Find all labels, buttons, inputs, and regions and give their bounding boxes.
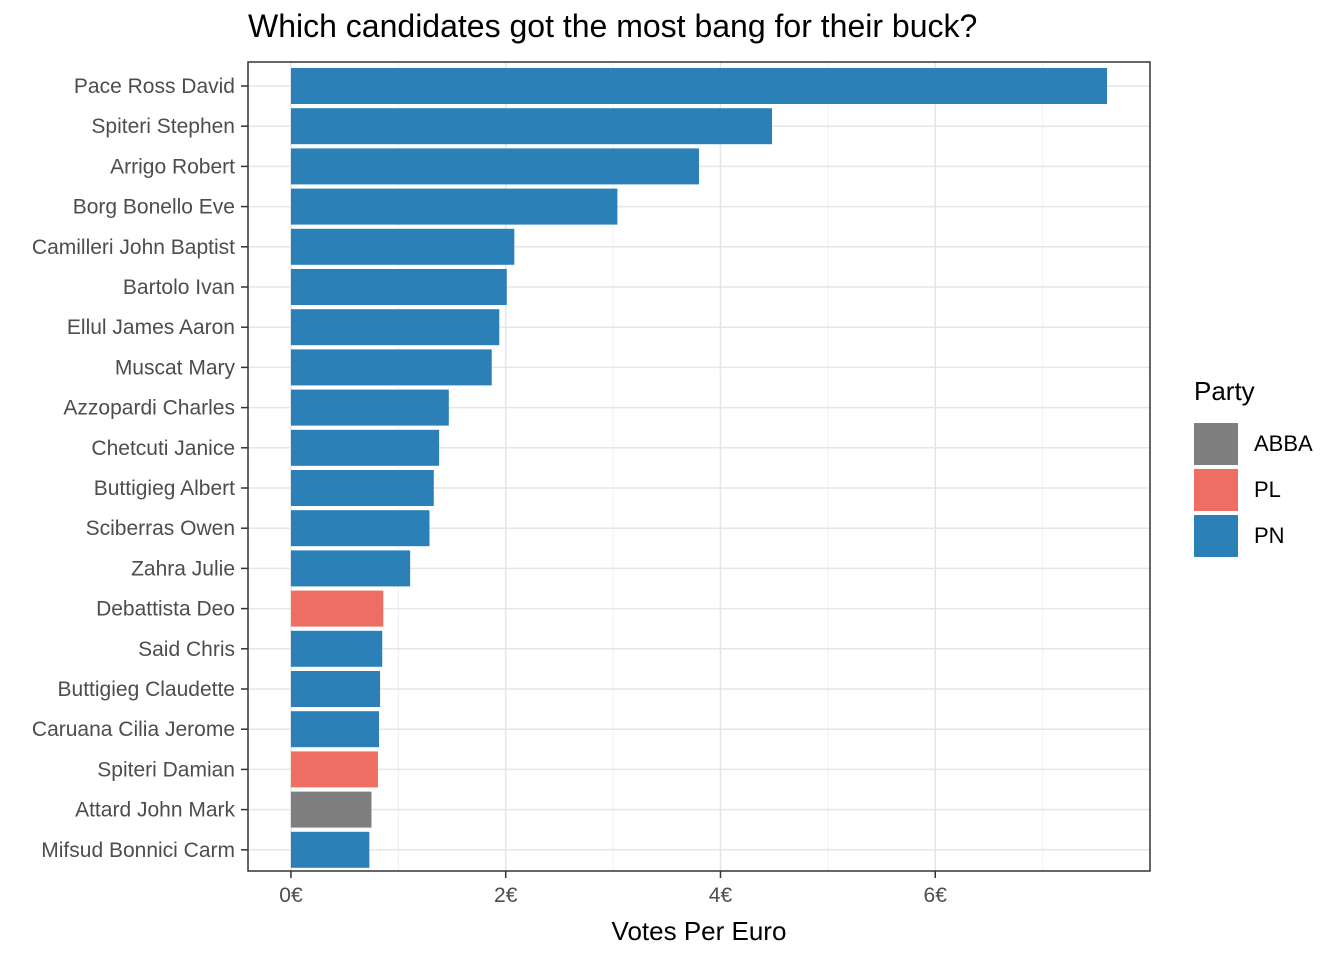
bar [290, 108, 773, 145]
bar [290, 550, 411, 587]
bar [290, 751, 378, 788]
bar-layer [290, 68, 1108, 868]
legend-swatch [1194, 515, 1238, 557]
y-tick-label: Sciberras Owen [86, 517, 235, 540]
bar [290, 148, 699, 185]
y-tick-label: Debattista Deo [96, 598, 235, 621]
y-tick-label: Zahra Julie [131, 557, 235, 580]
legend-label: PL [1254, 477, 1281, 502]
legend-items: ABBA PL PN [1194, 421, 1313, 559]
bar [290, 831, 370, 868]
bar [290, 349, 492, 386]
bar [290, 309, 500, 346]
y-tick-label: Bartolo Ivan [123, 276, 235, 299]
bar [290, 470, 434, 506]
bar [290, 671, 381, 707]
legend-label: PN [1254, 523, 1285, 548]
y-tick-label: Said Chris [138, 638, 235, 661]
y-tick-label: Azzopardi Charles [63, 397, 235, 420]
legend-item: ABBA [1194, 421, 1313, 467]
bar [290, 590, 384, 627]
bar [290, 389, 449, 426]
y-tick-label: Spiteri Damian [97, 758, 235, 781]
y-tick-label: Buttigieg Claudette [58, 678, 235, 701]
x-tick-label: 2€ [494, 884, 518, 907]
bar [290, 68, 1108, 104]
bar [290, 711, 380, 748]
y-tick-label: Muscat Mary [115, 356, 236, 379]
y-tick-label: Mifsud Bonnici Carm [41, 839, 235, 862]
x-axis: 0€ 2€ 4€ 6€ [279, 871, 947, 907]
x-axis-title: Votes Per Euro [612, 916, 787, 946]
bar [290, 429, 440, 466]
y-tick-label: Chetcuti Janice [91, 437, 235, 460]
legend-title: Party [1194, 376, 1255, 406]
y-tick-label: Borg Bonello Eve [73, 196, 235, 219]
bar [290, 510, 430, 547]
y-tick-label: Arrigo Robert [110, 155, 235, 178]
bar [290, 269, 507, 305]
y-tick-label: Spiteri Stephen [91, 115, 235, 138]
y-tick-label: Ellul James Aaron [67, 316, 235, 339]
x-tick-label: 0€ [279, 884, 303, 907]
x-tick-label: 6€ [924, 884, 948, 907]
bar [290, 791, 372, 828]
x-tick-label: 4€ [709, 884, 733, 907]
legend-item: PL [1194, 467, 1313, 513]
y-tick-label: Buttigieg Albert [94, 477, 235, 500]
legend-swatch [1194, 423, 1238, 465]
bar [290, 188, 618, 225]
y-axis: Pace Ross David Spiteri Stephen Arrigo Rob… [32, 75, 248, 862]
legend-swatch [1194, 469, 1238, 511]
y-tick-label: Attard John Mark [75, 799, 235, 822]
bar [290, 630, 383, 667]
chart-title: Which candidates got the most bang for t… [248, 8, 978, 44]
bar [290, 228, 515, 265]
panel-border [247, 61, 1151, 872]
legend: Party ABBA PL PN [1194, 376, 1313, 559]
y-tick-label: Pace Ross David [74, 75, 235, 98]
y-tick-label: Caruana Cilia Jerome [32, 718, 235, 741]
legend-item: PN [1194, 513, 1313, 559]
y-tick-label: Camilleri John Baptist [32, 236, 235, 259]
legend-label: ABBA [1254, 431, 1313, 456]
